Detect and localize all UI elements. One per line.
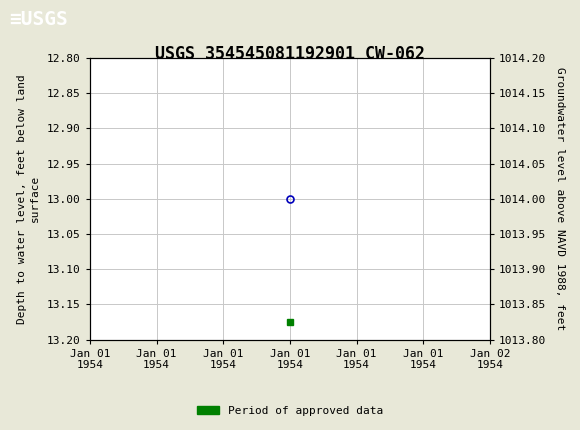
Legend: Period of approved data: Period of approved data bbox=[193, 401, 387, 420]
Text: USGS 354545081192901 CW-062: USGS 354545081192901 CW-062 bbox=[155, 45, 425, 63]
Text: ≡USGS: ≡USGS bbox=[9, 10, 67, 29]
Y-axis label: Groundwater level above NAVD 1988, feet: Groundwater level above NAVD 1988, feet bbox=[554, 67, 565, 331]
Y-axis label: Depth to water level, feet below land
surface: Depth to water level, feet below land su… bbox=[17, 74, 40, 324]
